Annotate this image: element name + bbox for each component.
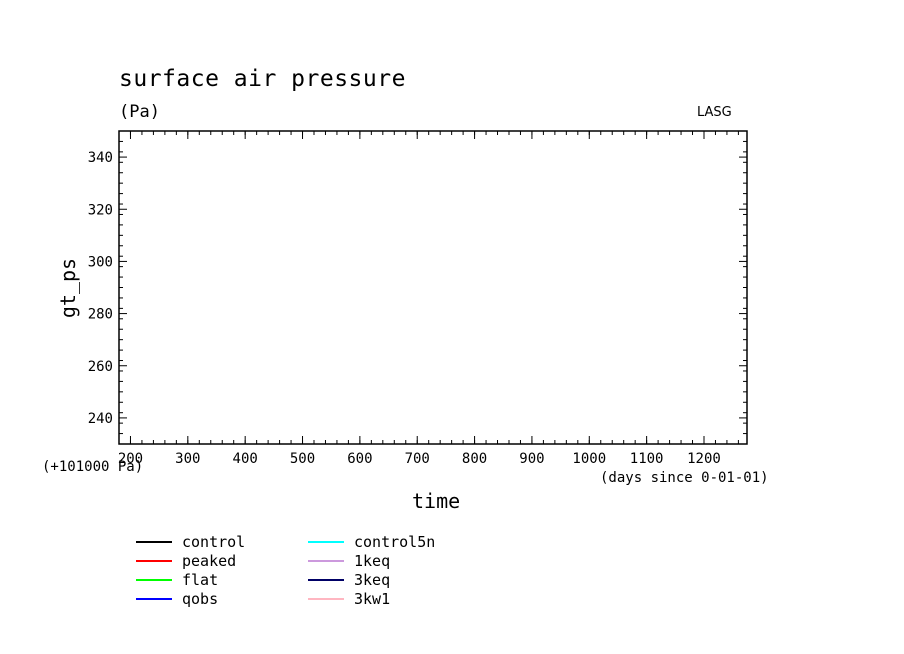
legend-item: control bbox=[136, 532, 245, 551]
legend-swatch bbox=[308, 578, 344, 581]
x-tick-label: 200 bbox=[118, 451, 143, 467]
chart-units: (Pa) bbox=[119, 102, 160, 122]
plot-frame bbox=[118, 130, 748, 445]
legend-label: control5n bbox=[354, 532, 436, 551]
legend-label: flat bbox=[182, 570, 219, 589]
x-axis-units: (days since 0-01-01) bbox=[600, 470, 769, 486]
legend-label: 1keq bbox=[354, 551, 391, 570]
legend-swatch bbox=[308, 559, 344, 562]
x-tick-label: 500 bbox=[290, 451, 315, 467]
legend-label: control bbox=[182, 532, 246, 551]
x-tick-label: 700 bbox=[405, 451, 430, 467]
x-tick-label: 800 bbox=[462, 451, 487, 467]
source-label: LASG bbox=[697, 105, 732, 120]
y-tick-label: 260 bbox=[88, 359, 113, 375]
x-tick-label: 1200 bbox=[687, 451, 721, 467]
chart-title: surface air pressure bbox=[119, 66, 406, 92]
legend-label: qobs bbox=[182, 589, 219, 608]
x-tick-label: 300 bbox=[175, 451, 200, 467]
legend-swatch bbox=[136, 540, 172, 543]
x-axis-label: time bbox=[412, 489, 461, 513]
legend-swatch bbox=[136, 578, 172, 581]
legend-item: flat bbox=[136, 570, 218, 589]
x-tick-label: 1000 bbox=[572, 451, 606, 467]
legend-item: 3kw1 bbox=[308, 589, 390, 608]
y-tick-label: 280 bbox=[88, 307, 113, 323]
y-tick-label: 240 bbox=[88, 411, 113, 427]
x-tick-label: 400 bbox=[233, 451, 258, 467]
legend-label: 3keq bbox=[354, 570, 391, 589]
y-tick-label: 320 bbox=[88, 202, 113, 218]
y-tick-label: 340 bbox=[88, 150, 113, 166]
x-tick-label: 1100 bbox=[630, 451, 664, 467]
y-tick-label: 300 bbox=[88, 254, 113, 270]
y-offset-label: (+101000 Pa) bbox=[42, 459, 144, 475]
x-tick-label: 600 bbox=[347, 451, 372, 467]
legend-item: peaked bbox=[136, 551, 236, 570]
legend-swatch bbox=[136, 559, 172, 562]
legend-label: 3kw1 bbox=[354, 589, 391, 608]
legend-swatch bbox=[308, 597, 344, 600]
legend-item: 1keq bbox=[308, 551, 390, 570]
legend-label: peaked bbox=[182, 551, 237, 570]
x-tick-label: 900 bbox=[519, 451, 544, 467]
legend-item: qobs bbox=[136, 589, 218, 608]
legend-item: 3keq bbox=[308, 570, 390, 589]
legend-swatch bbox=[308, 540, 344, 543]
legend-swatch bbox=[136, 597, 172, 600]
y-axis-label: gt_ps bbox=[56, 257, 80, 319]
legend-item: control5n bbox=[308, 532, 435, 551]
